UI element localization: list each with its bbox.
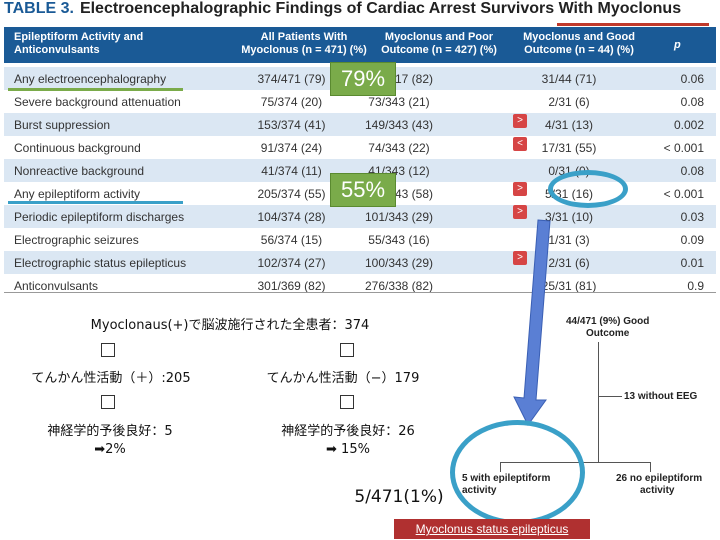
flow-epileptiform-negative: てんかん性活動（−）179 (266, 371, 420, 386)
comparison-tag: > (513, 114, 527, 128)
pointer-arrow (513, 219, 551, 426)
table-row: Periodic epileptiform discharges 104/374… (4, 205, 716, 228)
flow-epileptiform-positive: てんかん性活動（＋）:205 (31, 371, 191, 386)
flow-ratio: 5/471(1%) (354, 487, 444, 507)
flow-left-percent: ➡2% (94, 442, 126, 457)
header-good: Myoclonus and Good Outcome (n = 44) (%) (523, 31, 635, 56)
flow-box-marker (101, 395, 115, 409)
flow-box-marker (101, 343, 115, 357)
tree-line (598, 396, 622, 397)
myoclonus-status-label: Myoclonus status epilepticus (394, 519, 590, 539)
table-row: Burst suppression 153/374 (41) 149/343 (… (4, 113, 716, 136)
comparison-tag: > (513, 251, 527, 265)
header-p: p (674, 39, 681, 51)
tree-line (598, 342, 599, 397)
flow-box-marker (340, 395, 354, 409)
table-header: Epileptiform Activity and Anticonvulsant… (4, 27, 716, 63)
comparison-tag: < (513, 137, 527, 151)
green-underline (8, 88, 183, 91)
tree-no-eeg: 13 without EEG (624, 391, 698, 402)
tree-no-epileptiform: 26 no epileptiform activity (616, 473, 703, 496)
table-row: Anticonvulsants 301/369 (82) 276/338 (82… (4, 274, 716, 297)
header-poor: Myoclonus and Poor Outcome (n = 427) (%) (381, 31, 497, 56)
pct-55-box: 55% (330, 173, 396, 207)
table-title: TABLE 3. Electroencephalographic Findings… (4, 0, 716, 26)
tree-top-node: 44/471 (9%) Good Outcome (566, 316, 650, 339)
tree-line (598, 396, 599, 462)
flow-left-good-outcome: 神経学的予後良好：5 (47, 424, 173, 439)
flow-right-percent: ➡ 15% (326, 442, 370, 457)
title-underline (557, 23, 709, 26)
tree-highlight-circle (450, 420, 585, 525)
pct-79-box: 79% (330, 62, 396, 96)
tree-line (650, 462, 651, 472)
table-number: TABLE 3. (4, 0, 74, 17)
table-row: Electrographic seizures 56/374 (15) 55/3… (4, 228, 716, 251)
flow-right-good-outcome: 神経学的予後良好：26 (281, 424, 415, 439)
blue-underline (8, 201, 183, 204)
table-row: Continuous background 91/374 (24) 74/343… (4, 136, 716, 159)
header-activity: Epileptiform Activity and Anticonvulsant… (14, 31, 144, 56)
comparison-tag: > (513, 182, 527, 196)
table-row: Electrographic status epilepticus 102/37… (4, 251, 716, 274)
header-all: All Patients With Myoclonus (n = 471) (%… (241, 31, 367, 56)
table-row: Severe background attenuation 75/374 (20… (4, 90, 716, 113)
flow-total: Myoclonaus(+)で脳波施行された全患者：374 (90, 318, 370, 333)
comparison-tag: > (513, 205, 527, 219)
flow-box-marker (340, 343, 354, 357)
highlight-circle (548, 170, 628, 208)
table-bottom-rule (4, 292, 716, 293)
table-caption: Electroencephalographic Findings of Card… (79, 0, 682, 17)
